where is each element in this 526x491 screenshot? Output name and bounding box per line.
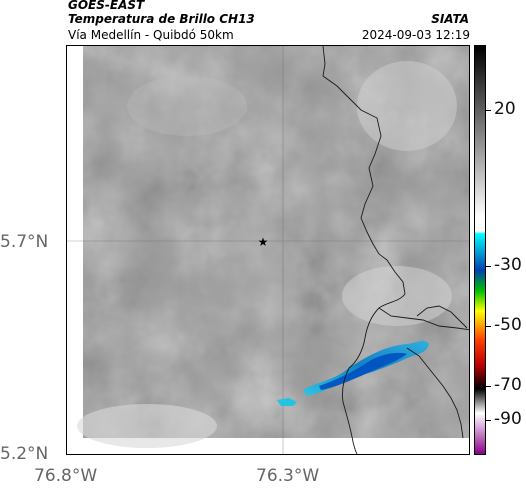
satellite-image: ★ — [67, 46, 469, 454]
colorbar-tick — [486, 420, 491, 421]
colorbar-tick — [486, 110, 491, 111]
lat-label-bottom: 5.2°N — [0, 444, 49, 464]
colorbar-label: -50 — [494, 315, 522, 335]
lon-label-right: 76.3°W — [256, 466, 320, 486]
colorbar-label: -90 — [494, 409, 522, 429]
timestamp: 2024-09-03 12:19 — [361, 28, 470, 42]
colorbar-label: 20 — [494, 99, 516, 119]
brand-label: SIATA — [431, 12, 469, 26]
lon-label-left: 76.8°W — [34, 466, 98, 486]
product-title: Temperatura de Brillo CH13 — [68, 12, 255, 26]
colorbar-tick — [486, 326, 491, 327]
star-icon: ★ — [258, 235, 269, 249]
colorbar-tick — [486, 386, 491, 387]
lat-label-top: 5.7°N — [0, 232, 49, 252]
region-label: Vía Medellín - Quibdó 50km — [68, 28, 234, 42]
satellite-source: GOES-EAST — [68, 0, 145, 12]
colorbar-gradient — [475, 46, 485, 454]
colorbar-tick — [486, 266, 491, 267]
colorbar — [474, 45, 486, 455]
satellite-map: ★ — [66, 45, 470, 455]
colorbar-label: -70 — [494, 375, 522, 395]
colorbar-label: -30 — [494, 255, 522, 275]
cold-cloud-area — [277, 340, 429, 406]
country-borders — [322, 46, 469, 454]
